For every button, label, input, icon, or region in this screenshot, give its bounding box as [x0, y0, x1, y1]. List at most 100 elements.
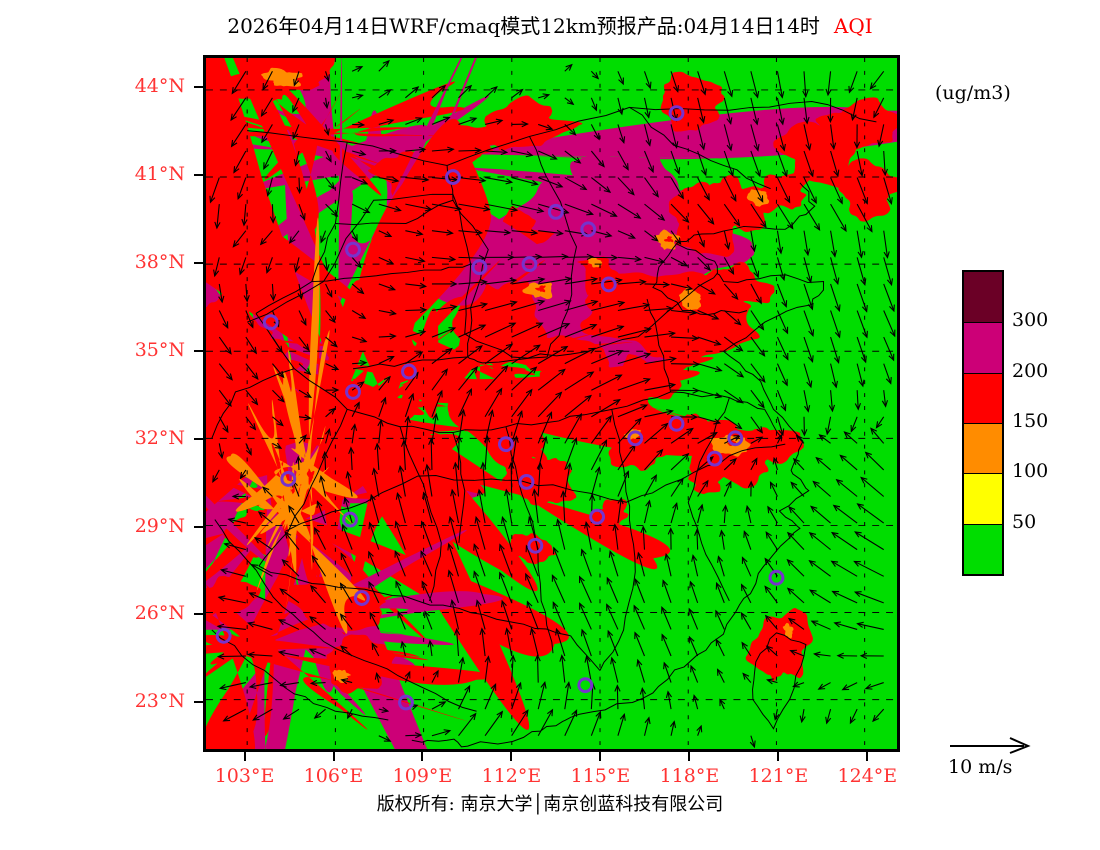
colorbar[interactable] [962, 270, 1004, 576]
wind-arrow [262, 71, 273, 91]
lon-tick-mark [777, 752, 780, 761]
station-marker[interactable] [547, 203, 564, 220]
wind-arrow [526, 600, 539, 630]
station-marker[interactable] [215, 627, 232, 644]
station-marker[interactable] [518, 473, 535, 490]
station-marker[interactable] [280, 471, 297, 487]
wind-arrow [484, 387, 503, 418]
wind-arrow [245, 389, 259, 406]
station-marker[interactable] [521, 256, 538, 273]
aqi-contour-patch [235, 212, 633, 499]
wind-arrow [311, 555, 327, 577]
station-marker[interactable] [342, 511, 358, 528]
station-marker[interactable] [345, 383, 361, 400]
station-marker[interactable] [768, 569, 785, 586]
wind-arrow [584, 520, 592, 550]
wind-arrow [250, 564, 273, 577]
wind-arrow [670, 150, 681, 175]
map-plot-area[interactable] [203, 55, 900, 752]
wind-arrow [799, 709, 806, 724]
wind-arrow [591, 177, 612, 193]
wind-arrow [538, 177, 564, 188]
wind-arrow [694, 528, 701, 550]
wind-arrow [378, 309, 397, 316]
wind-arrow [319, 474, 327, 497]
wind-arrow [405, 117, 423, 125]
wind-arrow [404, 670, 411, 683]
wind-arrow [458, 712, 477, 737]
border-line [529, 136, 578, 358]
wind-arrow [590, 439, 608, 471]
wind-arrow [697, 230, 705, 248]
wind-arrow [484, 203, 519, 213]
wind-arrow [295, 455, 302, 470]
wind-arrow [458, 203, 491, 212]
station-marker[interactable] [262, 314, 279, 331]
wind-arrow [378, 256, 395, 265]
wind-arrow [217, 443, 225, 460]
wind-arrow [856, 257, 867, 287]
wind-arrow [831, 590, 858, 604]
wind-arrow [405, 330, 427, 338]
station-marker[interactable] [727, 430, 744, 447]
wind-arrow [810, 505, 831, 524]
wind-arrow [458, 302, 489, 312]
wind-arrow [691, 554, 699, 577]
wind-arrow [856, 283, 868, 313]
wind-arrow [511, 88, 524, 99]
wind-arrow [281, 559, 300, 577]
lon-tick-mark [243, 752, 246, 761]
wind-arrow [590, 97, 598, 112]
wind-arrow [484, 85, 498, 99]
colorbar-band-divider [964, 423, 1002, 424]
station-marker[interactable] [353, 590, 370, 606]
aqi-contour-patch [206, 575, 261, 617]
wind-arrow [854, 390, 862, 411]
wind-arrow [404, 392, 415, 417]
title-variable-text: AQI [833, 14, 873, 38]
wind-arrow [850, 97, 858, 122]
station-marker[interactable] [527, 537, 544, 554]
wind-arrow [792, 457, 805, 471]
wind-arrow [856, 150, 865, 177]
wind-arrow [272, 442, 283, 449]
station-marker[interactable] [497, 436, 514, 453]
wind-arrow [723, 480, 732, 497]
station-marker[interactable] [345, 241, 361, 258]
aqi-contour-patch [481, 95, 584, 151]
wind-arrow [473, 570, 486, 604]
wind-arrow [405, 732, 423, 739]
wind-arrow [636, 658, 646, 683]
station-marker[interactable] [580, 221, 597, 238]
station-marker[interactable] [577, 677, 594, 694]
border-line [446, 165, 489, 358]
station-marker[interactable] [600, 276, 617, 293]
wind-arrow [219, 568, 246, 577]
station-marker[interactable] [471, 259, 488, 276]
station-marker[interactable] [668, 415, 685, 432]
wind-arrow [883, 230, 890, 259]
wind-arrow [230, 97, 247, 122]
station-marker[interactable] [398, 694, 414, 711]
wind-arrow [339, 613, 353, 630]
station-marker[interactable] [706, 450, 723, 467]
wind-arrow [447, 569, 460, 604]
wind-arrow [218, 389, 232, 407]
wind-arrow [640, 525, 647, 550]
lon-tick-mark [332, 752, 335, 761]
wind-arrow [340, 678, 353, 685]
wind-arrow [584, 655, 592, 683]
station-marker[interactable] [589, 508, 606, 525]
wind-arrow [786, 558, 805, 577]
station-marker[interactable] [668, 105, 685, 122]
station-marker[interactable] [401, 363, 417, 380]
station-marker[interactable] [445, 169, 461, 185]
wind-arrow [670, 427, 694, 444]
wind-arrow [764, 557, 778, 577]
station-marker[interactable] [627, 430, 644, 447]
wind-arrow [537, 150, 558, 160]
wind-arrow [231, 70, 247, 95]
wind-arrow [692, 694, 699, 710]
colorbar-band [964, 272, 1002, 323]
wind-arrow [241, 204, 248, 227]
